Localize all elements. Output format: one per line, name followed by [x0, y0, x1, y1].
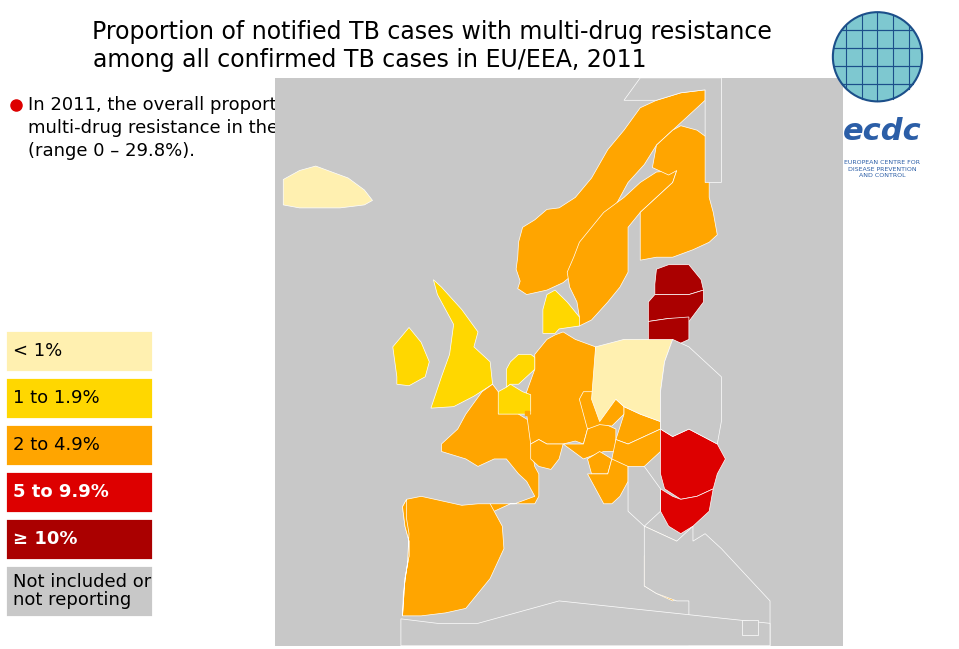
- FancyBboxPatch shape: [5, 377, 153, 419]
- FancyBboxPatch shape: [5, 518, 153, 560]
- FancyBboxPatch shape: [5, 565, 153, 617]
- Text: ecdc: ecdc: [843, 117, 922, 145]
- Text: multi-drug resistance in the EU/EEA was 4.5%: multi-drug resistance in the EU/EEA was …: [28, 119, 442, 137]
- Text: In 2011, the overall proportion of TB cases with: In 2011, the overall proportion of TB ca…: [28, 96, 456, 114]
- Text: among all confirmed TB cases in EU/EEA, 2011: among all confirmed TB cases in EU/EEA, …: [93, 48, 646, 72]
- Text: ≥ 10%: ≥ 10%: [13, 530, 78, 548]
- Text: < 1%: < 1%: [13, 342, 62, 360]
- Polygon shape: [441, 384, 543, 516]
- Polygon shape: [641, 126, 717, 260]
- Text: Not included or: Not included or: [13, 573, 152, 591]
- Polygon shape: [403, 496, 503, 616]
- Polygon shape: [661, 339, 721, 444]
- Polygon shape: [275, 78, 843, 646]
- Text: not reporting: not reporting: [13, 591, 131, 609]
- FancyBboxPatch shape: [5, 471, 153, 513]
- Polygon shape: [588, 459, 628, 504]
- Polygon shape: [403, 499, 409, 616]
- Polygon shape: [644, 526, 701, 601]
- Polygon shape: [516, 90, 705, 295]
- Polygon shape: [661, 429, 725, 499]
- Polygon shape: [592, 339, 672, 422]
- Text: (range 0 – 29.8%).: (range 0 – 29.8%).: [28, 142, 195, 160]
- Polygon shape: [506, 354, 535, 387]
- Text: EUROPEAN CENTRE FOR
DISEASE PREVENTION
AND CONTROL: EUROPEAN CENTRE FOR DISEASE PREVENTION A…: [844, 160, 921, 178]
- Polygon shape: [563, 422, 616, 459]
- Polygon shape: [624, 78, 721, 182]
- Polygon shape: [401, 601, 770, 646]
- Polygon shape: [567, 171, 677, 326]
- Polygon shape: [579, 392, 624, 429]
- Polygon shape: [526, 332, 599, 444]
- Polygon shape: [499, 384, 530, 414]
- Polygon shape: [588, 452, 612, 474]
- Polygon shape: [283, 166, 372, 208]
- Polygon shape: [530, 439, 563, 469]
- Text: 1 to 1.9%: 1 to 1.9%: [13, 389, 100, 407]
- Polygon shape: [616, 407, 661, 444]
- Polygon shape: [661, 489, 713, 533]
- Polygon shape: [741, 620, 758, 635]
- Text: 5 to 9.9%: 5 to 9.9%: [13, 483, 109, 501]
- Polygon shape: [655, 265, 704, 295]
- Polygon shape: [431, 280, 493, 408]
- Polygon shape: [648, 290, 704, 321]
- Polygon shape: [648, 317, 689, 350]
- FancyBboxPatch shape: [5, 424, 153, 466]
- Circle shape: [832, 12, 923, 101]
- Text: 2 to 4.9%: 2 to 4.9%: [13, 436, 100, 454]
- Polygon shape: [644, 526, 770, 646]
- Polygon shape: [543, 290, 579, 334]
- Polygon shape: [393, 328, 430, 386]
- FancyBboxPatch shape: [5, 330, 153, 372]
- Text: Proportion of notified TB cases with multi-drug resistance: Proportion of notified TB cases with mul…: [92, 20, 772, 44]
- Polygon shape: [628, 467, 661, 526]
- Polygon shape: [612, 429, 661, 474]
